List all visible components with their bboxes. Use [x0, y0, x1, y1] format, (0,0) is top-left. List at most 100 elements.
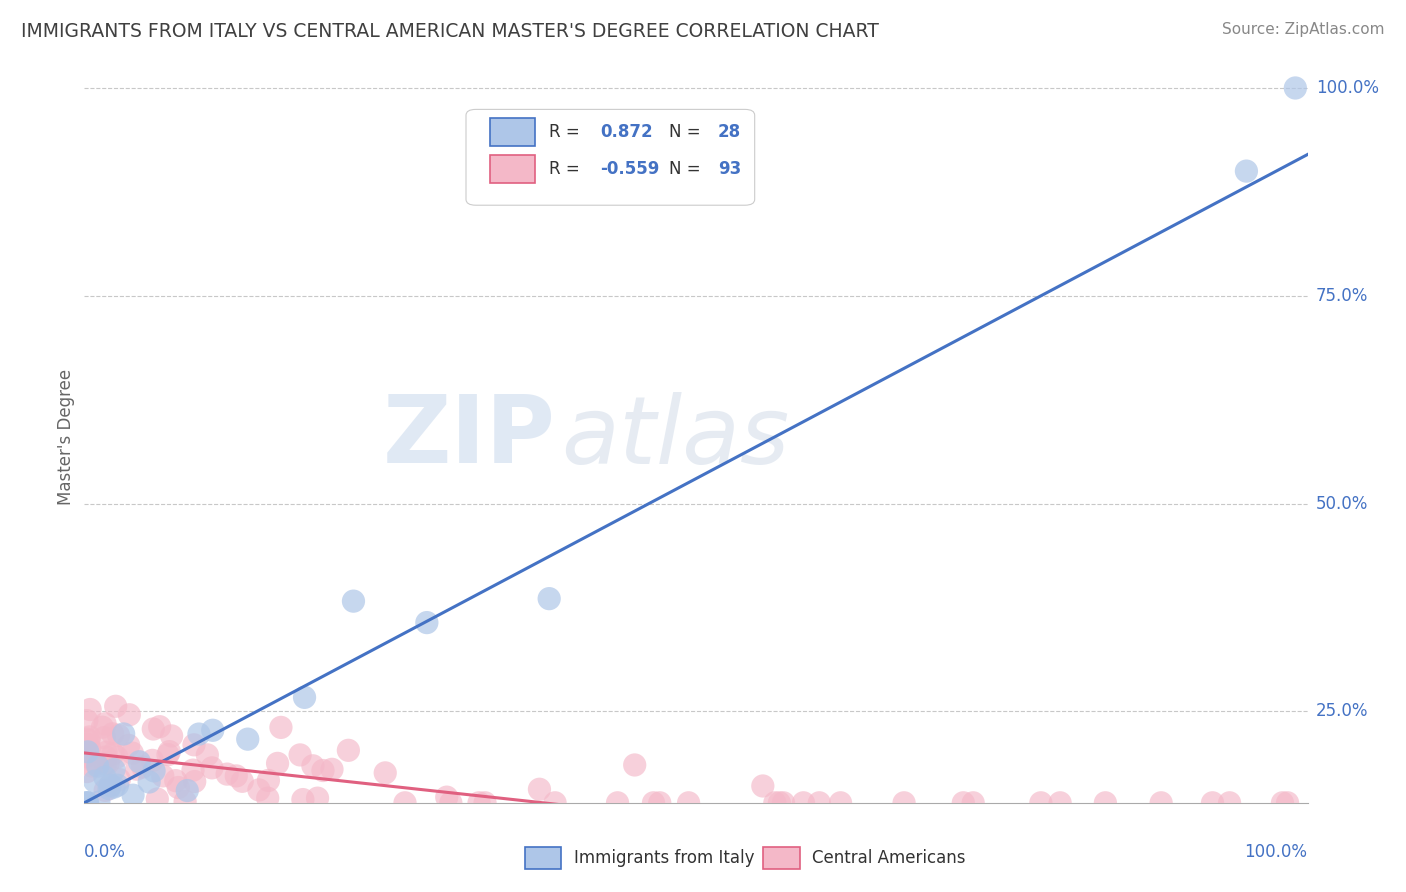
Text: Source: ZipAtlas.com: Source: ZipAtlas.com [1222, 22, 1385, 37]
Point [97, 756, 120, 770]
Point [440, 796, 463, 810]
Point [188, 727, 211, 741]
Text: 50.0%: 50.0% [1316, 494, 1368, 513]
Text: Immigrants from Italy: Immigrants from Italy [574, 848, 754, 867]
Point [79, 702, 101, 716]
Point [288, 747, 311, 762]
Point [76, 732, 98, 747]
Text: 25.0%: 25.0% [1316, 702, 1368, 721]
Point [138, 775, 160, 789]
Text: 100.0%: 100.0% [1316, 79, 1379, 97]
Point [544, 796, 567, 810]
Point [112, 727, 135, 741]
Point [1029, 796, 1052, 810]
Text: N =: N = [669, 123, 700, 141]
Point [181, 763, 204, 777]
Point [952, 796, 974, 810]
Point [236, 732, 259, 747]
FancyBboxPatch shape [524, 847, 561, 869]
Point [76, 796, 98, 810]
Point [266, 756, 288, 771]
Point [128, 755, 150, 769]
Point [118, 739, 141, 753]
Point [1234, 164, 1257, 178]
Point [77, 733, 100, 747]
Point [1284, 81, 1306, 95]
Point [101, 727, 124, 741]
Point [201, 723, 224, 738]
Point [468, 796, 491, 810]
Text: 0.872: 0.872 [600, 123, 654, 141]
Point [98, 779, 121, 793]
Point [792, 796, 814, 810]
Point [231, 774, 253, 789]
Point [1277, 796, 1299, 810]
Point [1150, 796, 1173, 810]
Point [103, 780, 125, 794]
Point [294, 690, 316, 705]
Point [1201, 796, 1223, 810]
Point [76, 714, 98, 728]
Point [152, 769, 174, 783]
Point [394, 796, 416, 810]
Point [474, 796, 496, 810]
Point [103, 763, 125, 777]
Point [141, 753, 163, 767]
Point [830, 796, 852, 810]
Point [160, 729, 183, 743]
Point [606, 796, 628, 810]
Point [100, 778, 122, 792]
Point [225, 769, 247, 783]
Point [752, 779, 775, 793]
Point [105, 750, 128, 764]
Point [270, 720, 292, 734]
Text: R =: R = [550, 160, 579, 178]
Point [94, 716, 117, 731]
Point [183, 738, 205, 752]
Point [76, 737, 98, 751]
Point [167, 780, 190, 795]
Point [538, 591, 561, 606]
Point [763, 796, 786, 810]
Point [623, 758, 645, 772]
Point [307, 791, 329, 805]
FancyBboxPatch shape [763, 847, 800, 869]
Point [79, 740, 101, 755]
Point [118, 707, 141, 722]
Point [195, 747, 218, 762]
Point [183, 774, 205, 789]
Text: 28: 28 [718, 123, 741, 141]
Point [808, 796, 831, 810]
Text: 0.0%: 0.0% [84, 843, 127, 861]
Point [772, 796, 794, 810]
Point [648, 796, 671, 810]
Point [149, 720, 172, 734]
Point [142, 722, 165, 736]
Point [107, 728, 129, 742]
Point [122, 788, 145, 802]
Y-axis label: Master's Degree: Master's Degree [58, 369, 76, 505]
Point [76, 745, 98, 759]
Point [107, 778, 129, 792]
Point [76, 796, 98, 810]
Point [143, 764, 166, 778]
FancyBboxPatch shape [465, 110, 755, 205]
Point [157, 745, 180, 759]
Point [312, 764, 335, 778]
Point [83, 774, 105, 789]
Point [217, 767, 239, 781]
Point [87, 795, 110, 809]
Point [79, 730, 101, 744]
Point [678, 796, 700, 810]
Point [436, 790, 458, 805]
Point [768, 796, 790, 810]
Point [76, 749, 98, 764]
Point [131, 760, 153, 774]
Point [256, 791, 278, 805]
Point [76, 764, 98, 779]
Point [84, 756, 107, 770]
Point [201, 761, 224, 775]
Point [247, 783, 270, 797]
Point [108, 772, 131, 787]
Point [91, 720, 114, 734]
